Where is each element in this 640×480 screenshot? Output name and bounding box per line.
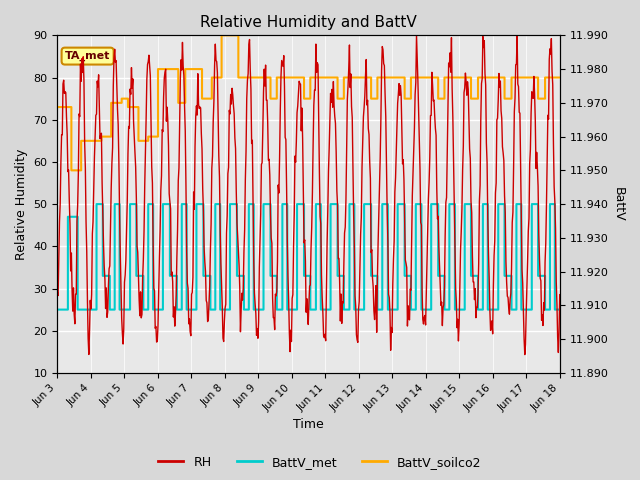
- Text: TA_met: TA_met: [65, 51, 110, 61]
- Y-axis label: Relative Humidity: Relative Humidity: [15, 148, 28, 260]
- Y-axis label: BattV: BattV: [612, 187, 625, 221]
- X-axis label: Time: Time: [293, 419, 324, 432]
- Title: Relative Humidity and BattV: Relative Humidity and BattV: [200, 15, 417, 30]
- Legend: RH, BattV_met, BattV_soilco2: RH, BattV_met, BattV_soilco2: [154, 451, 486, 474]
